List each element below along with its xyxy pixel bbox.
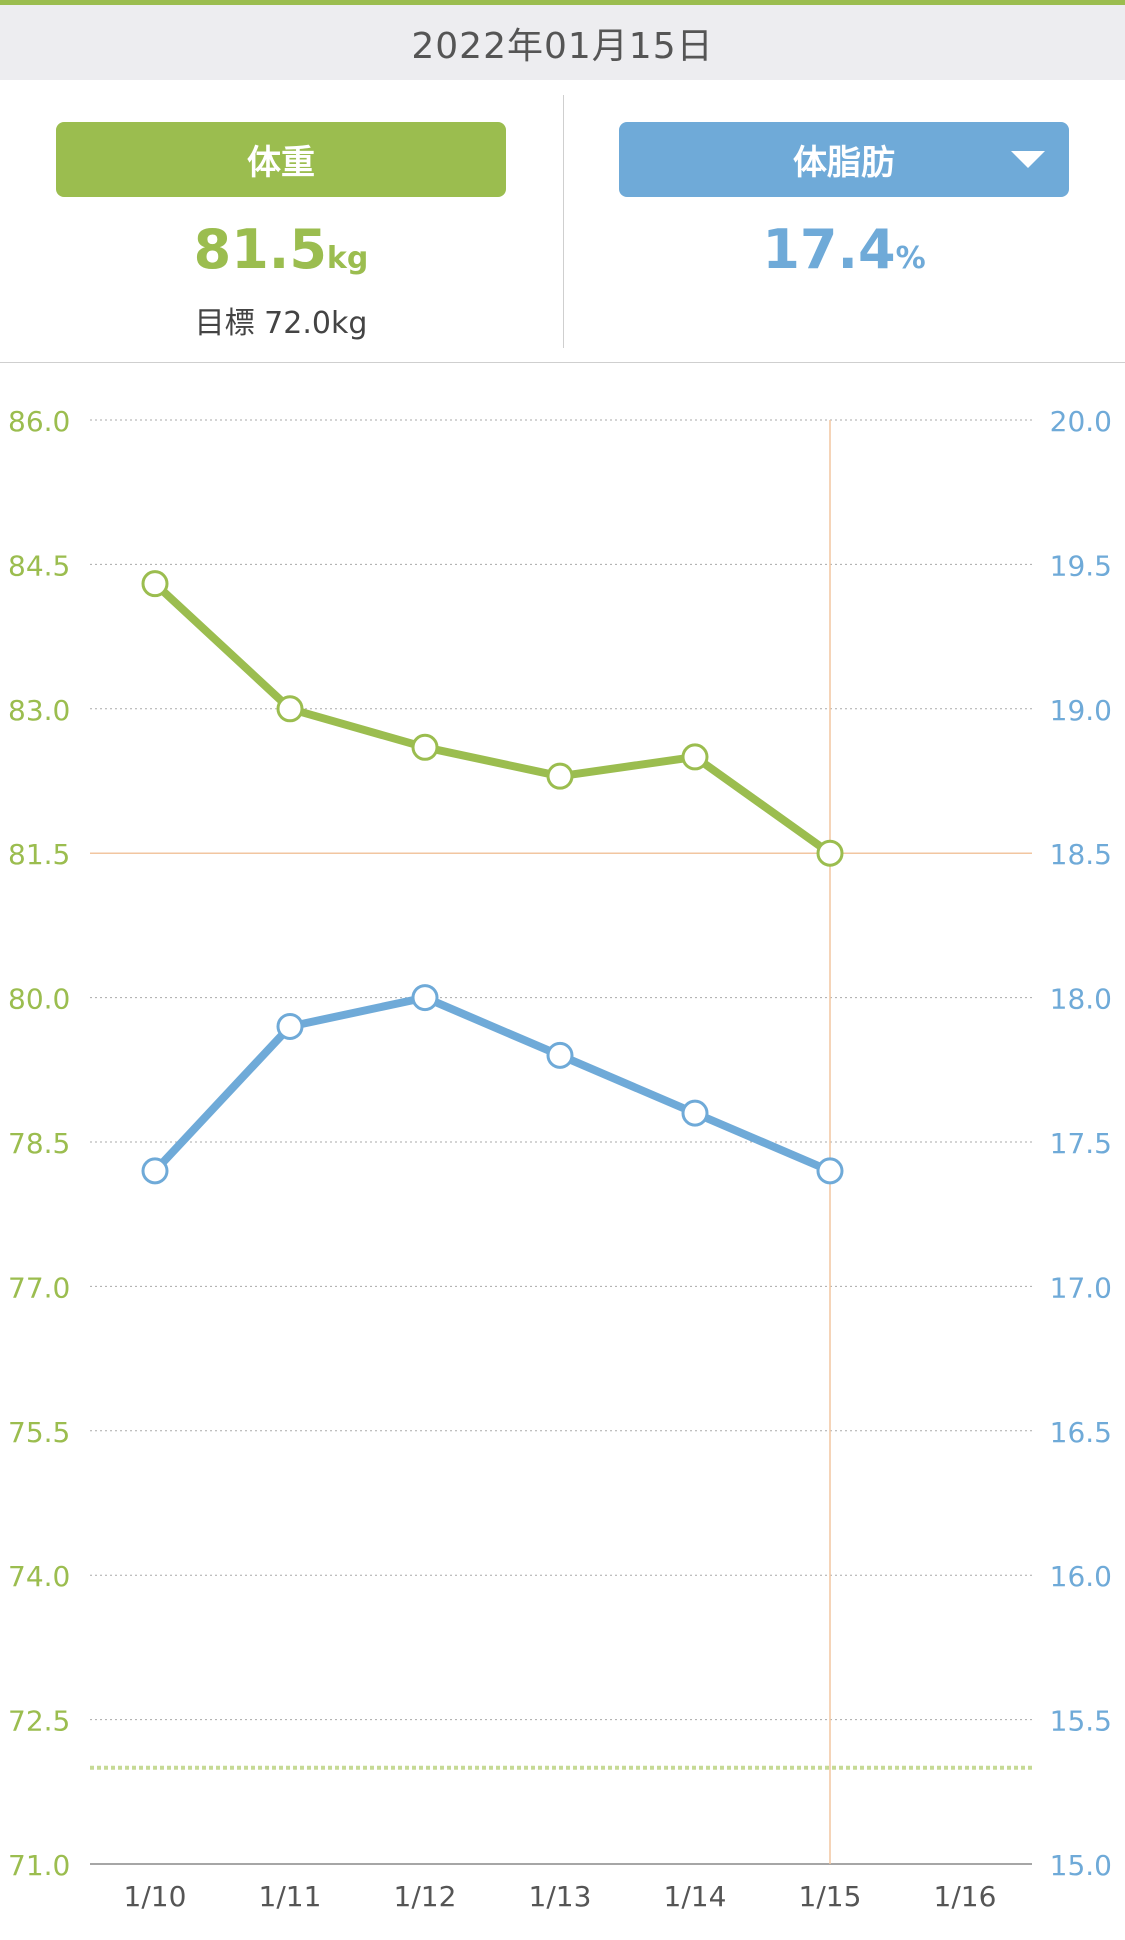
triangle-down-icon[interactable] [1011, 151, 1045, 168]
left-tick-label: 72.5 [8, 1705, 70, 1738]
fat-data-point[interactable] [411, 984, 439, 1012]
weight-data-point[interactable] [816, 839, 844, 867]
right-tick-label: 18.0 [1050, 983, 1112, 1016]
weight-panel: 体重 81.5kg 目標 72.0kg [0, 80, 562, 362]
fat-data-point[interactable] [276, 1012, 304, 1040]
fat-button[interactable]: 体脂肪 [619, 122, 1069, 197]
fat-unit: % [895, 241, 926, 276]
left-tick-label: 86.0 [8, 405, 70, 438]
right-tick-label: 19.0 [1050, 694, 1112, 727]
weight-number: 81.5 [193, 218, 327, 281]
date-header: 2022年01月15日 [0, 5, 1125, 80]
x-tick-label[interactable]: 1/13 [529, 1880, 592, 1913]
fat-data-point[interactable] [546, 1041, 574, 1069]
left-tick-label: 83.0 [8, 694, 70, 727]
x-tick-label[interactable]: 1/15 [799, 1880, 862, 1913]
fat-data-point[interactable] [681, 1099, 709, 1127]
fat-value: 17.4% [563, 218, 1125, 281]
top-accent-bar [0, 0, 1125, 5]
weight-value: 81.5kg [0, 218, 562, 281]
weight-button[interactable]: 体重 [56, 122, 506, 197]
weight-data-point[interactable] [141, 570, 169, 598]
right-tick-label: 16.5 [1050, 1416, 1112, 1449]
chart-area[interactable]: 86.0 20.0 84.5 19.5 83.0 19.0 81.5 18.5 80.0 18.0… [0, 363, 1125, 1936]
left-tick-label: 74.0 [8, 1560, 70, 1593]
date-label: 2022年01月15日 [411, 25, 714, 67]
right-tick-label: 19.5 [1050, 549, 1112, 582]
left-tick-label: 81.5 [8, 838, 70, 871]
weight-data-point[interactable] [546, 762, 574, 790]
fat-panel: 体脂肪 17.4% [563, 80, 1125, 362]
left-tick-label: 78.5 [8, 1127, 70, 1160]
weight-fat-chart[interactable]: 86.0 20.0 84.5 19.5 83.0 19.0 81.5 18.5 80.0 18.0… [0, 363, 1125, 1936]
left-tick-label: 71.0 [8, 1849, 70, 1882]
goal-text: 目標 72.0kg [0, 298, 562, 342]
left-tick-label: 75.5 [8, 1416, 70, 1449]
x-tick-label[interactable]: 1/10 [124, 1880, 187, 1913]
fat-button-label: 体脂肪 [793, 143, 895, 183]
x-tick-label[interactable]: 1/16 [934, 1880, 997, 1913]
right-tick-label: 20.0 [1050, 405, 1112, 438]
fat-series-line [151, 993, 834, 1175]
x-tick-label[interactable]: 1/12 [394, 1880, 457, 1913]
fat-data-point[interactable] [816, 1157, 844, 1185]
right-tick-label: 18.5 [1050, 838, 1112, 871]
weight-data-point[interactable] [411, 733, 439, 761]
left-tick-label: 77.0 [8, 1271, 70, 1304]
right-tick-label: 15.0 [1050, 1849, 1112, 1882]
x-tick-label[interactable]: 1/11 [259, 1880, 322, 1913]
goal-label: 目標 [194, 306, 255, 341]
summary-divider [563, 95, 564, 348]
fat-data-point[interactable] [141, 1157, 169, 1185]
summary-panel: 体重 81.5kg 目標 72.0kg 体脂肪 17.4% [0, 80, 1125, 363]
left-tick-label: 80.0 [8, 983, 70, 1016]
left-tick-label: 84.5 [8, 549, 70, 582]
right-tick-label: 15.5 [1050, 1705, 1112, 1738]
right-tick-label: 17.5 [1050, 1127, 1112, 1160]
goal-value: 72.0kg [264, 306, 368, 341]
weight-data-point[interactable] [276, 695, 304, 723]
weight-series-line [151, 579, 834, 858]
right-tick-label: 16.0 [1050, 1560, 1112, 1593]
weight-unit: kg [326, 241, 369, 276]
fat-number: 17.4 [762, 218, 896, 281]
x-tick-label[interactable]: 1/14 [664, 1880, 727, 1913]
weight-data-point[interactable] [681, 743, 709, 771]
right-tick-label: 17.0 [1050, 1271, 1112, 1304]
weight-button-label: 体重 [247, 143, 315, 183]
